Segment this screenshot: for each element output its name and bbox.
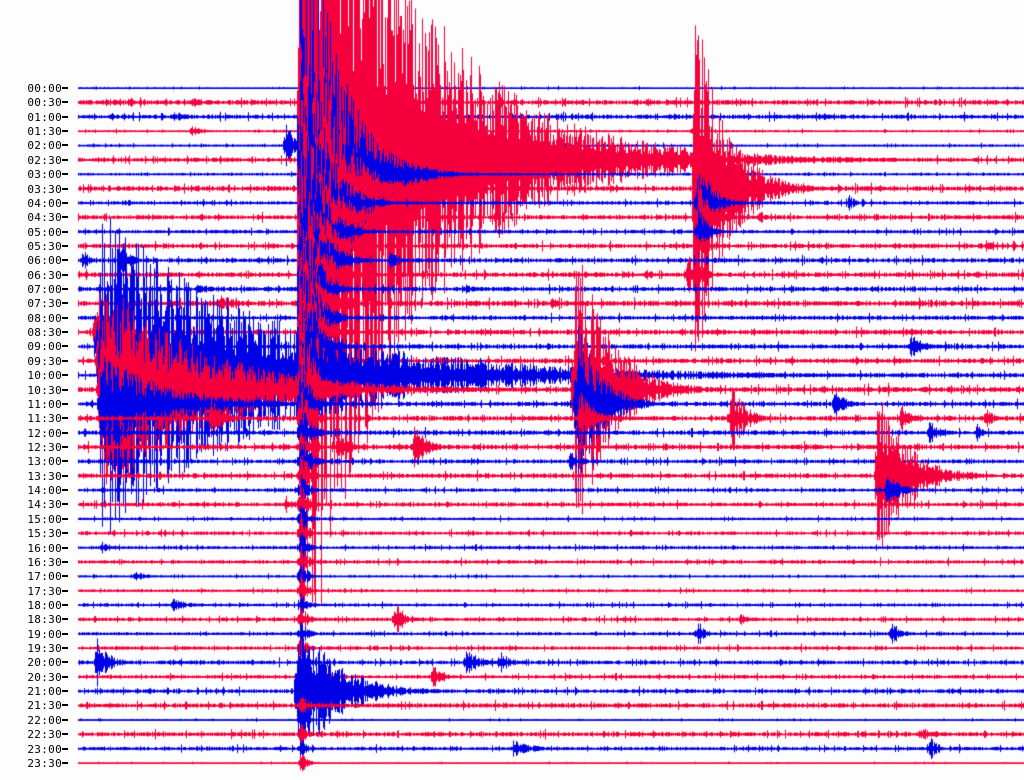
time-axis-tick [62,431,68,434]
time-axis-tick [62,560,68,563]
time-axis-tick [62,446,68,448]
time-axis-label: 08:00 [27,311,62,325]
time-axis-label: 00:00 [27,82,62,95]
time-axis-tick [62,546,68,549]
time-axis-tick [62,288,68,291]
time-axis-label: 12:00 [27,426,62,440]
time-axis-label: 17:00 [27,570,62,584]
time-axis-tick [62,733,68,736]
time-axis-tick [62,647,68,650]
time-axis-tick [62,503,68,506]
time-axis-tick [62,589,68,592]
time-axis-tick [62,101,68,104]
time-axis-label: 04:30 [27,211,62,225]
time-axis-tick [62,632,68,635]
time-axis-tick [62,675,68,678]
time-axis-tick [62,747,68,750]
time-axis-label: 09:00 [27,340,62,354]
time-axis-tick [62,460,68,463]
time-axis-tick [62,532,68,535]
time-axis-tick [62,388,68,391]
time-axis-label: 03:30 [27,182,62,196]
time-axis-tick [62,158,68,161]
time-axis-tick [62,273,68,276]
time-axis-label: 05:30 [27,239,62,253]
time-axis-tick [62,173,68,176]
time-axis-label: 07:00 [27,283,62,297]
time-axis-tick [62,144,68,147]
time-axis-tick [62,259,68,262]
time-axis-tick [62,115,68,118]
time-axis-label: 19:30 [27,642,62,656]
time-axis-label: 00:30 [27,96,62,110]
time-axis-tick [62,618,68,621]
time-axis-tick [62,345,68,348]
time-axis-tick [62,201,68,204]
time-axis-tick [62,374,68,377]
time-axis-label: 10:30 [27,383,62,397]
time-axis-tick [62,187,68,190]
time-axis-label: 22:00 [27,713,62,727]
time-axis-tick [62,761,68,764]
time-axis-label: 01:00 [27,110,62,124]
time-axis-label: 08:30 [27,326,62,340]
time-axis-label: 03:00 [27,168,62,182]
time-axis-label: 16:30 [27,555,62,569]
time-axis-tick [62,517,68,520]
time-axis-label: 13:30 [27,469,62,483]
time-axis-label: 20:30 [27,670,62,684]
time-axis-tick [62,417,68,420]
time-axis-label: 17:30 [27,584,62,598]
time-axis-tick [62,489,68,492]
time-axis-label: 06:30 [27,268,62,282]
time-axis-label: 09:30 [27,354,62,368]
time-axis-tick [62,603,68,606]
time-axis-tick [62,359,68,362]
time-axis-label: 02:30 [27,153,62,167]
time-axis-tick [62,130,68,133]
time-axis-label: 02:00 [27,139,62,153]
time-axis: 00:00 00:30 01:00 01:30 02:00 02:30 03:00 03:30… [0,0,78,780]
time-axis-tick [62,474,68,477]
time-axis-label: 21:30 [27,699,62,713]
time-axis-tick [62,216,68,219]
time-axis-label: 19:00 [27,627,62,641]
time-axis-tick [62,575,68,578]
time-axis-label: 10:00 [27,369,62,383]
time-axis-label: 07:30 [27,297,62,311]
time-axis-tick [62,690,68,693]
time-axis-tick [62,704,68,707]
time-axis-label: 06:00 [27,254,62,268]
time-axis-label: 15:30 [27,527,62,541]
time-axis-tick [62,302,68,305]
time-axis-label: 23:00 [27,742,62,756]
time-axis-label: 23:30 [27,756,62,770]
time-axis-label: 22:30 [27,728,62,742]
time-axis-label: 20:00 [27,656,62,670]
time-axis-tick [62,718,68,721]
time-axis-tick [62,316,68,319]
time-axis-label: 14:30 [27,498,62,512]
time-axis-label: 16:00 [27,541,62,555]
time-axis-label: 18:30 [27,613,62,627]
time-axis-tick [62,230,68,233]
time-axis-label: 11:30 [27,412,62,426]
time-axis-tick [62,244,68,247]
time-axis-label: 01:30 [27,125,62,139]
time-axis-label: 13:00 [27,455,62,469]
time-axis-label: 04:00 [27,196,62,210]
time-axis-label: 12:30 [27,441,62,454]
time-axis-label: 15:00 [27,512,62,526]
time-axis-label: 05:00 [27,225,62,239]
time-axis-label: 11:00 [27,397,62,411]
time-axis-label: 14:00 [27,484,62,498]
time-axis-tick [62,331,68,334]
time-axis-label: 21:00 [27,685,62,699]
time-axis-label: 18:00 [27,598,62,612]
time-axis-tick [62,661,68,664]
time-axis-tick [62,402,68,405]
time-axis-tick [62,87,68,89]
